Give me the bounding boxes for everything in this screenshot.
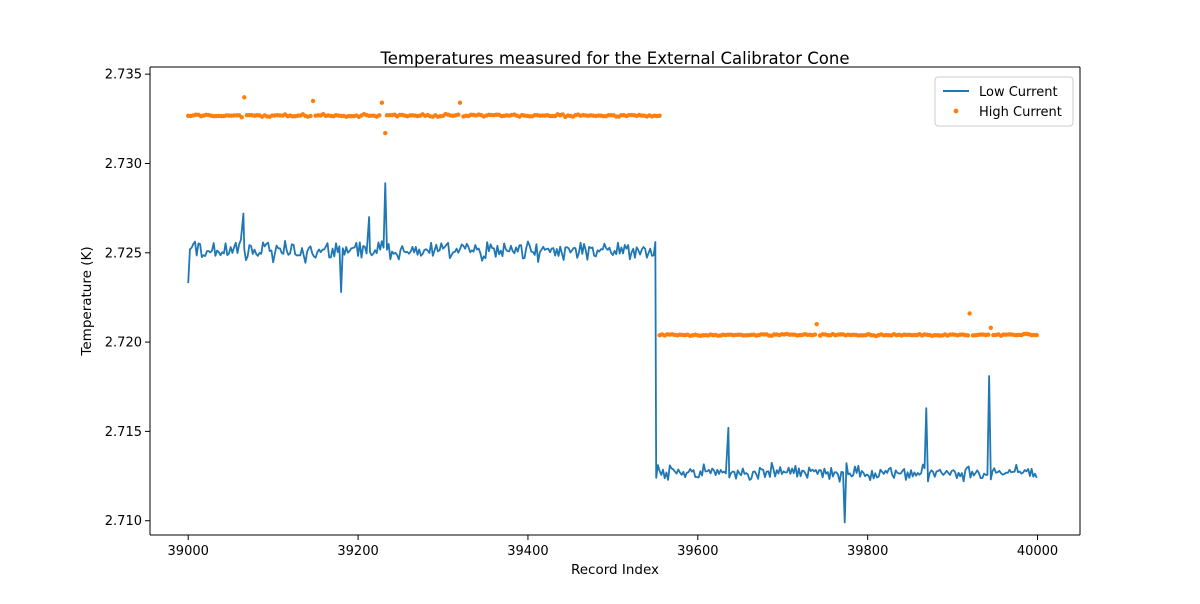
axes xyxy=(149,66,1081,536)
x-tick-label: 39200 xyxy=(337,544,378,559)
data-point-high-current xyxy=(812,332,818,337)
x-tick-label: 39000 xyxy=(168,544,209,559)
y-tick-label: 2.710 xyxy=(105,514,142,529)
data-point-high-current xyxy=(1034,332,1039,338)
legend-label-high-current: High Current xyxy=(979,105,1062,120)
legend-box xyxy=(934,76,1074,127)
data-point-high-current xyxy=(242,95,247,100)
legend-label-low-current: Low Current xyxy=(979,85,1058,100)
data-point-high-current xyxy=(814,322,819,327)
x-tick-label: 39400 xyxy=(507,544,548,559)
y-tick-label: 2.725 xyxy=(105,246,142,261)
data-point-high-current xyxy=(456,112,461,117)
data-point-high-current xyxy=(967,311,972,316)
legend: Low Current High Current xyxy=(934,76,1074,127)
data-point-high-current xyxy=(965,333,971,338)
data-point-high-current xyxy=(457,100,463,105)
chart-title: Temperatures measured for the External C… xyxy=(380,49,850,68)
x-tick-label: 39800 xyxy=(847,544,888,559)
y-tick-label: 2.735 xyxy=(105,68,142,83)
data-point-high-current xyxy=(377,113,382,118)
x-axis-label: Record Index xyxy=(571,562,659,578)
plot-area xyxy=(150,67,1080,535)
data-point-high-current xyxy=(383,130,388,136)
y-tick-label: 2.715 xyxy=(105,425,142,440)
legend-swatch-high-current xyxy=(953,108,959,114)
data-point-high-current xyxy=(308,113,313,119)
x-ticks: 39000 39200 39400 39600 39800 40000 xyxy=(168,535,1058,559)
data-point-high-current xyxy=(986,332,991,337)
y-ticks: 2.710 2.715 2.720 2.725 2.730 2.735 xyxy=(105,68,150,529)
data-point-high-current xyxy=(239,114,244,120)
x-tick-label: 39600 xyxy=(677,544,718,559)
series-high-current-points xyxy=(186,95,1039,339)
y-tick-label: 2.720 xyxy=(105,336,142,351)
data-point-high-current xyxy=(988,325,994,330)
data-point-high-current xyxy=(657,113,662,118)
series-low-current-line xyxy=(187,182,1038,524)
data-point-high-current xyxy=(379,100,385,105)
x-tick-label: 40000 xyxy=(1017,544,1058,559)
data-point-high-current xyxy=(310,98,316,104)
y-tick-label: 2.730 xyxy=(105,157,142,172)
y-axis-label: Temperature (K) xyxy=(79,246,95,356)
series-layer xyxy=(186,95,1039,524)
